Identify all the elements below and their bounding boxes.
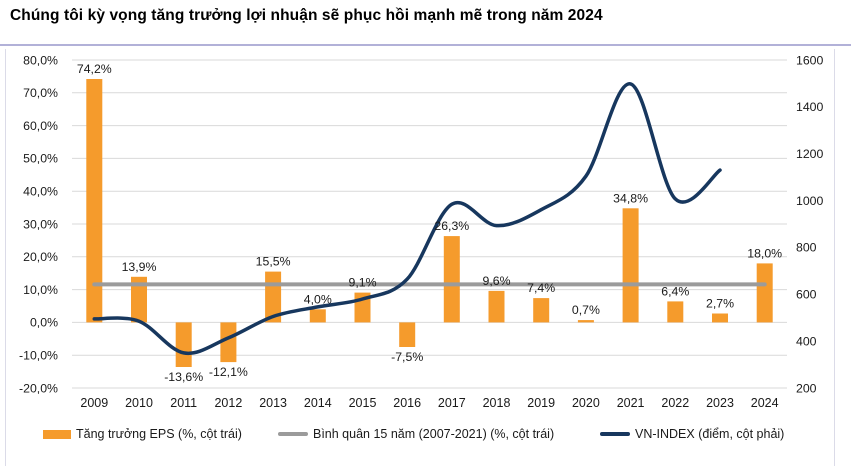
right-axis-tick-label: 1600	[796, 53, 824, 67]
x-axis-year-label: 2023	[706, 396, 734, 410]
chart-legend: Tăng trưởng EPS (%, cột trái) Bình quân …	[0, 425, 851, 445]
x-axis-year-label: 2012	[214, 396, 242, 410]
left-axis-tick-label: 10,0%	[23, 283, 58, 297]
eps-bar-2021	[622, 208, 639, 323]
x-axis-year-label: 2017	[438, 396, 466, 410]
eps-bar-2018	[488, 290, 505, 323]
eps-bar-2016	[399, 322, 416, 347]
left-axis-tick-label: 80,0%	[23, 53, 58, 67]
left-axis-tick-label: 60,0%	[23, 119, 58, 133]
eps-value-label: 2,7%	[706, 297, 734, 311]
eps-bar-2010	[131, 276, 147, 323]
eps-bar-2012	[220, 322, 237, 363]
eps-bar-2020	[577, 320, 594, 323]
eps-value-label: -12,1%	[209, 365, 248, 379]
chart-frame-left	[5, 49, 6, 466]
legend-label-eps-growth: Tăng trưởng EPS (%, cột trái)	[76, 427, 242, 441]
right-axis-tick-label: 800	[796, 241, 817, 255]
x-axis-year-label: 2024	[751, 396, 779, 410]
eps-bar-swatch-icon	[43, 429, 71, 439]
right-axis-tick-label: 600	[796, 288, 817, 302]
eps-value-label: 9,6%	[482, 274, 510, 288]
eps-value-label: 0,7%	[572, 303, 600, 317]
x-axis-year-label: 2016	[393, 396, 421, 410]
eps-value-label: 26,3%	[434, 219, 469, 233]
eps-value-label: -7,5%	[391, 350, 423, 364]
eps-value-label: 34,8%	[613, 191, 648, 205]
eps-value-label: 13,9%	[122, 260, 157, 274]
legend-label-average: Bình quân 15 năm (2007-2021) (%, cột trá…	[313, 427, 555, 441]
eps-bar-2024	[756, 263, 773, 323]
x-axis-year-label: 2019	[527, 396, 555, 410]
x-axis-year-label: 2020	[572, 396, 600, 410]
left-axis-tick-label: 70,0%	[23, 86, 58, 100]
legend-item-eps-growth: Tăng trưởng EPS (%, cột trái)	[43, 425, 242, 443]
vnindex-line-swatch-icon	[600, 432, 630, 436]
eps-value-label: 74,2%	[77, 62, 112, 76]
right-axis-tick-label: 200	[796, 381, 817, 395]
right-axis-tick-label: 400	[796, 334, 817, 348]
eps-value-label: 18,0%	[747, 246, 782, 260]
eps-value-label: 15,5%	[256, 255, 291, 269]
eps-value-label: 6,4%	[661, 284, 689, 298]
legend-item-average: Bình quân 15 năm (2007-2021) (%, cột trá…	[278, 425, 554, 443]
eps-value-label: 7,4%	[527, 281, 555, 295]
eps-value-label: 4,0%	[304, 292, 332, 306]
legend-label-vnindex: VN-INDEX (điểm, cột phải)	[635, 427, 785, 441]
left-axis-tick-label: -20,0%	[19, 381, 58, 395]
x-axis-year-label: 2010	[125, 396, 153, 410]
left-axis-tick-label: -10,0%	[19, 349, 58, 363]
x-axis-year-label: 2013	[259, 396, 287, 410]
title-divider	[0, 44, 851, 46]
eps-value-label: -13,6%	[164, 370, 203, 384]
x-axis-year-label: 2009	[80, 396, 108, 410]
x-axis-year-label: 2018	[483, 396, 511, 410]
eps-bar-2023	[712, 313, 728, 323]
eps-value-label: 9,1%	[348, 276, 376, 290]
x-axis-year-label: 2015	[349, 396, 377, 410]
left-axis-tick-label: 0,0%	[30, 316, 58, 330]
vnindex-line	[92, 82, 722, 356]
chart-frame-right	[834, 49, 835, 466]
right-axis-tick-label: 1400	[796, 100, 824, 114]
left-axis-tick-label: 20,0%	[23, 250, 58, 264]
x-axis-year-label: 2014	[304, 396, 332, 410]
right-axis-tick-label: 1000	[796, 194, 824, 208]
eps-bar-2017	[443, 236, 460, 323]
page-title: Chúng tôi kỳ vọng tăng trưởng lợi nhuận …	[10, 7, 603, 24]
x-axis-year-label: 2022	[661, 396, 689, 410]
left-axis-tick-label: 30,0%	[23, 217, 58, 231]
eps-bar-2014	[309, 309, 326, 323]
eps-bar-2022	[667, 301, 684, 323]
legend-item-vnindex: VN-INDEX (điểm, cột phải)	[600, 425, 784, 443]
average-line-swatch-icon	[278, 432, 308, 436]
left-axis-tick-label: 50,0%	[23, 152, 58, 166]
x-axis-year-label: 2011	[170, 396, 197, 410]
eps-bar-2019	[533, 298, 550, 323]
right-axis-tick-label: 1200	[796, 147, 824, 161]
x-axis-year-label: 2021	[617, 396, 645, 410]
left-axis-tick-label: 40,0%	[23, 185, 58, 199]
eps-bar-2009	[86, 79, 103, 323]
eps-bar-2011	[175, 322, 192, 367]
